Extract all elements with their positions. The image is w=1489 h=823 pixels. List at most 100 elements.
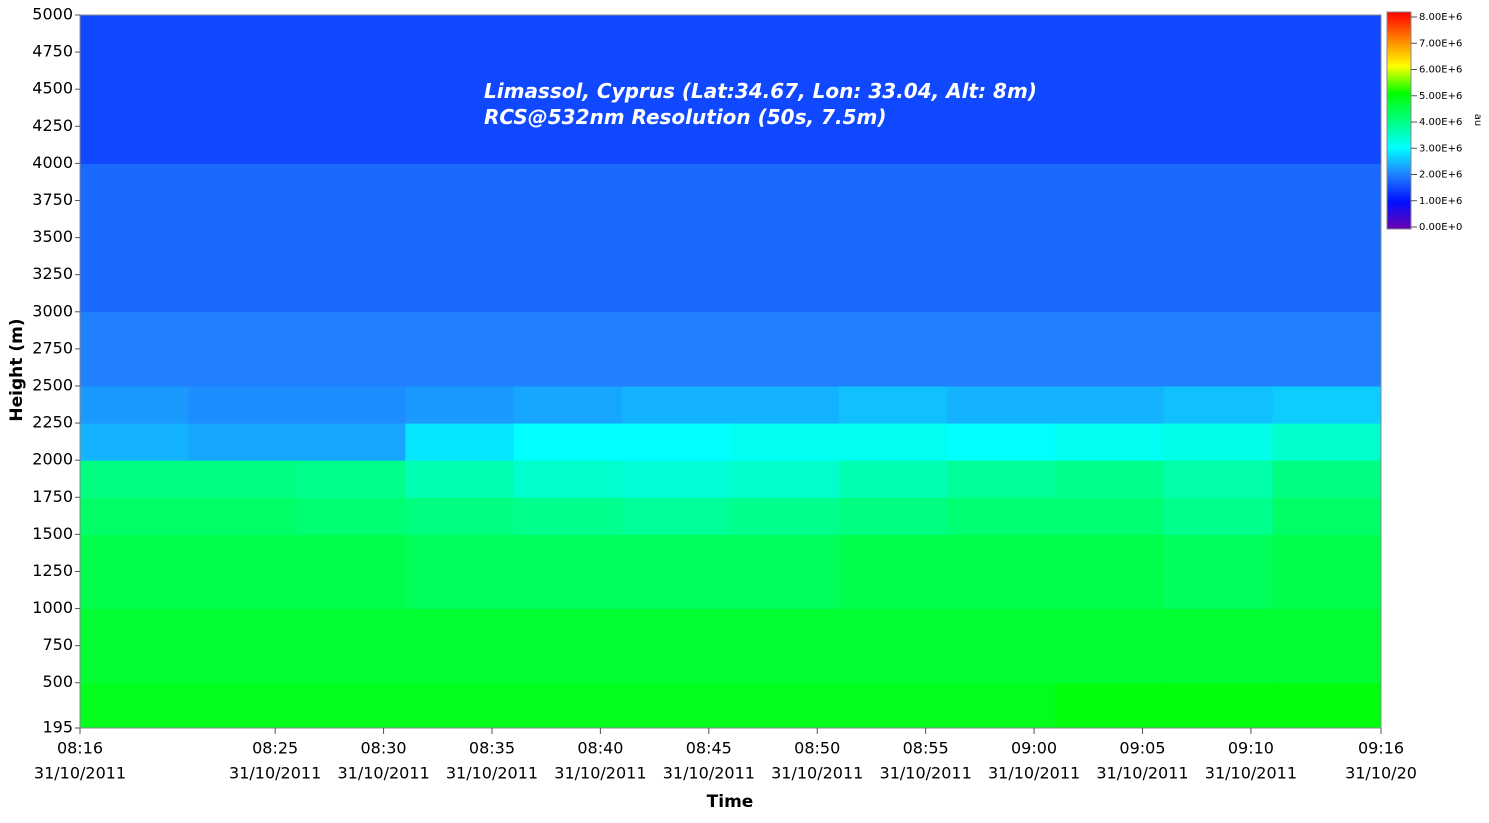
heatmap-cell xyxy=(730,682,840,728)
colorbar-tick-label: 5.00E+6 xyxy=(1419,91,1462,102)
heatmap-cell xyxy=(622,497,731,535)
y-tick-label: 3750 xyxy=(32,190,73,209)
heatmap-cell xyxy=(80,608,189,684)
x-tick-label: 08:25 xyxy=(252,739,298,758)
heatmap-cell xyxy=(1055,682,1165,728)
colorbar-tick-label: 6.00E+6 xyxy=(1419,65,1462,76)
y-tick-label: 5000 xyxy=(32,5,73,24)
heatmap-cell xyxy=(622,534,731,610)
heatmap-cell xyxy=(188,15,298,164)
heatmap-cell xyxy=(80,15,189,164)
heatmap-cell xyxy=(513,608,623,684)
heatmap-cell xyxy=(947,311,1057,387)
x-tick-date: 31/10/2011 xyxy=(34,764,126,783)
y-tick-label: 2000 xyxy=(32,450,73,469)
heatmap-cell xyxy=(513,460,623,498)
heatmap-cell xyxy=(80,163,189,313)
heatmap-cell xyxy=(730,163,840,313)
heatmap-cell xyxy=(296,682,406,728)
heatmap-cell xyxy=(622,608,731,684)
x-tick-date: 31/10/2011 xyxy=(1205,764,1297,783)
heatmap-cell xyxy=(838,423,948,461)
y-tick-label: 1500 xyxy=(32,524,73,543)
y-tick-label: 195 xyxy=(42,718,73,737)
x-tick-label: 09:00 xyxy=(1011,739,1057,758)
heatmap-cell xyxy=(838,534,948,610)
heatmap-cell xyxy=(947,15,1057,164)
heatmap-cell xyxy=(1055,423,1165,461)
heatmap-cell xyxy=(188,460,298,498)
x-tick-date: 31/10/20 xyxy=(1345,764,1417,783)
heatmap-cell xyxy=(1164,608,1274,684)
y-tick-label: 3000 xyxy=(32,301,73,320)
x-tick-date: 31/10/2011 xyxy=(663,764,755,783)
heatmap-cell xyxy=(80,385,189,424)
heatmap-cell xyxy=(947,163,1057,313)
heatmap-cell xyxy=(622,311,731,387)
heatmap-cell xyxy=(1164,385,1274,424)
heatmap-cell xyxy=(188,534,298,610)
y-tick-label: 500 xyxy=(42,672,73,691)
heatmap-cell xyxy=(1055,497,1165,535)
heatmap-cell xyxy=(296,608,406,684)
heatmap-cell xyxy=(947,497,1057,535)
heatmap-cell xyxy=(730,15,840,164)
heatmap-cell xyxy=(1055,163,1165,313)
heatmap-cell xyxy=(513,534,623,610)
heatmap-cell xyxy=(80,497,189,535)
y-tick-label: 4250 xyxy=(32,116,73,135)
y-tick-label: 1750 xyxy=(32,487,73,506)
heatmap-cell xyxy=(1272,385,1381,424)
heatmap-cell xyxy=(730,608,840,684)
heatmap-cell xyxy=(296,497,406,535)
heatmap-cell xyxy=(80,534,189,610)
heatmap-cell xyxy=(296,534,406,610)
colorbar-tick-label: 7.00E+6 xyxy=(1419,38,1462,49)
heatmap-cell xyxy=(188,385,298,424)
heatmap-cell xyxy=(1164,682,1274,728)
heatmap-cell xyxy=(622,385,731,424)
heatmap-cell xyxy=(622,163,731,313)
x-tick-label: 08:50 xyxy=(794,739,840,758)
annotation: Limassol, Cyprus (Lat:34.67, Lon: 33.04,… xyxy=(484,79,1037,103)
heatmap-cell xyxy=(188,163,298,313)
colorbar-label: au xyxy=(1472,114,1483,126)
y-tick-label: 4750 xyxy=(32,42,73,61)
heatmap-cell xyxy=(296,163,406,313)
heatmap-cell xyxy=(188,423,298,461)
heatmap-cell xyxy=(405,385,515,424)
heatmap-cell xyxy=(1272,311,1381,387)
heatmap-cell xyxy=(405,682,515,728)
heatmap-cell xyxy=(1164,15,1274,164)
heatmap-cell xyxy=(405,423,515,461)
heatmap-cell xyxy=(838,682,948,728)
heatmap-cell xyxy=(947,608,1057,684)
x-axis-label: Time xyxy=(707,792,754,812)
x-tick-label: 08:45 xyxy=(686,739,732,758)
heatmap-cell xyxy=(730,423,840,461)
heatmap-cell xyxy=(513,385,623,424)
heatmap-cell xyxy=(947,423,1057,461)
x-tick-label: 09:16 xyxy=(1358,739,1404,758)
heatmap-cell xyxy=(80,311,189,387)
y-axis-label: Height (m) xyxy=(7,318,27,421)
heatmap-cell xyxy=(188,497,298,535)
heatmap-cell xyxy=(730,534,840,610)
colorbar-tick-label: 8.00E+6 xyxy=(1419,12,1462,23)
heatmap-cell xyxy=(838,460,948,498)
heatmap-cell xyxy=(1164,534,1274,610)
heatmap-cell xyxy=(80,460,189,498)
heatmap-cell xyxy=(838,497,948,535)
heatmap-cell xyxy=(838,15,948,164)
colorbar-tick-label: 2.00E+6 xyxy=(1419,170,1462,181)
x-tick-date: 31/10/2011 xyxy=(337,764,429,783)
heatmap-cell xyxy=(838,608,948,684)
plot-frame xyxy=(79,14,1382,729)
heatmap-cell xyxy=(947,534,1057,610)
heatmap-cell xyxy=(1272,15,1381,164)
heatmap-cell xyxy=(730,497,840,535)
heatmap-cell xyxy=(1055,460,1165,498)
heatmap-cell xyxy=(188,608,298,684)
heatmap-cell xyxy=(730,311,840,387)
heatmap-cell xyxy=(513,682,623,728)
